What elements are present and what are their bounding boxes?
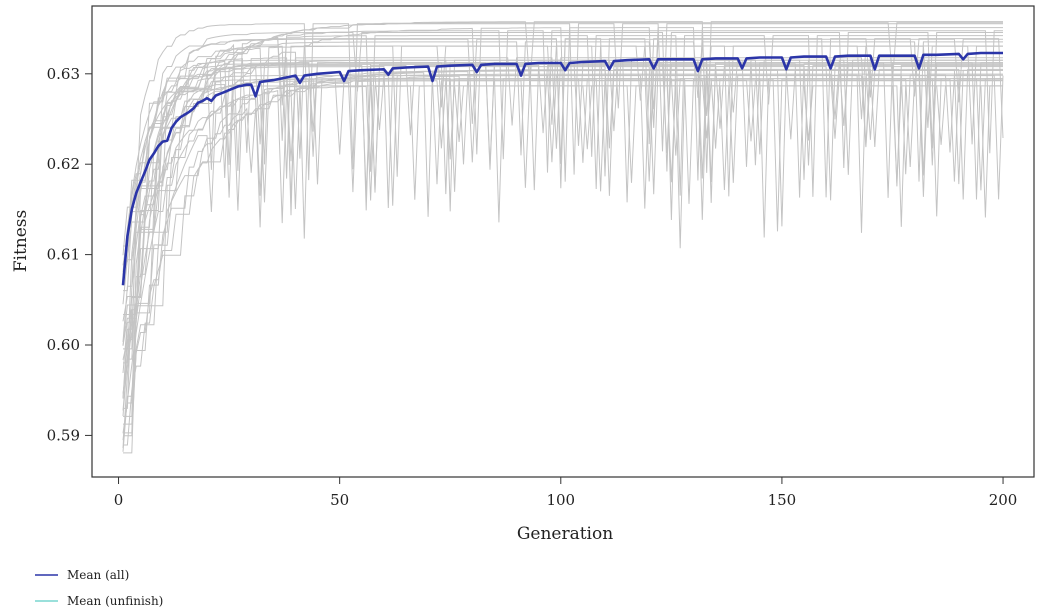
run-line: [123, 68, 1003, 425]
x-tick-label: 50: [330, 491, 349, 509]
y-tick-label: 0.62: [47, 155, 80, 173]
individual-runs: [122, 21, 1004, 454]
run-line: [122, 59, 1003, 272]
run-line: [123, 74, 1003, 446]
legend-label-mean-all: Mean (all): [67, 568, 129, 582]
mean-all-line: [121, 51, 1003, 286]
run-line: [122, 80, 1003, 394]
mean-series: [121, 51, 1003, 286]
y-tick-label: 0.60: [47, 336, 80, 354]
run-line: [123, 85, 1003, 263]
y-tick-label: 0.63: [47, 65, 80, 83]
legend-label-mean-unfinish: Mean (unfinish): [67, 594, 163, 608]
y-tick-label: 0.59: [47, 426, 80, 444]
x-tick-label: 100: [546, 491, 575, 509]
legend: Mean (all) Mean (unfinish): [35, 568, 163, 608]
run-line: [122, 73, 1003, 276]
run-line: [123, 32, 1003, 247]
run-line: [122, 41, 1003, 266]
x-tick-label: 150: [768, 491, 797, 509]
y-axis: 0.59 0.60 0.61 0.62 0.63: [47, 65, 92, 444]
run-line: [123, 30, 1003, 434]
run-line: [122, 45, 1003, 417]
y-tick-label: 0.61: [47, 246, 80, 264]
run-line: [122, 23, 1003, 256]
run-line: [122, 62, 1003, 276]
x-tick-label: 200: [989, 491, 1018, 509]
run-line: [122, 27, 1003, 434]
y-axis-title: Fitness: [11, 210, 31, 273]
x-axis: 0 50 100 150 200: [114, 477, 1018, 509]
x-axis-title: Generation: [517, 524, 613, 544]
x-tick-label: 0: [114, 491, 124, 509]
run-line: [122, 69, 1003, 360]
